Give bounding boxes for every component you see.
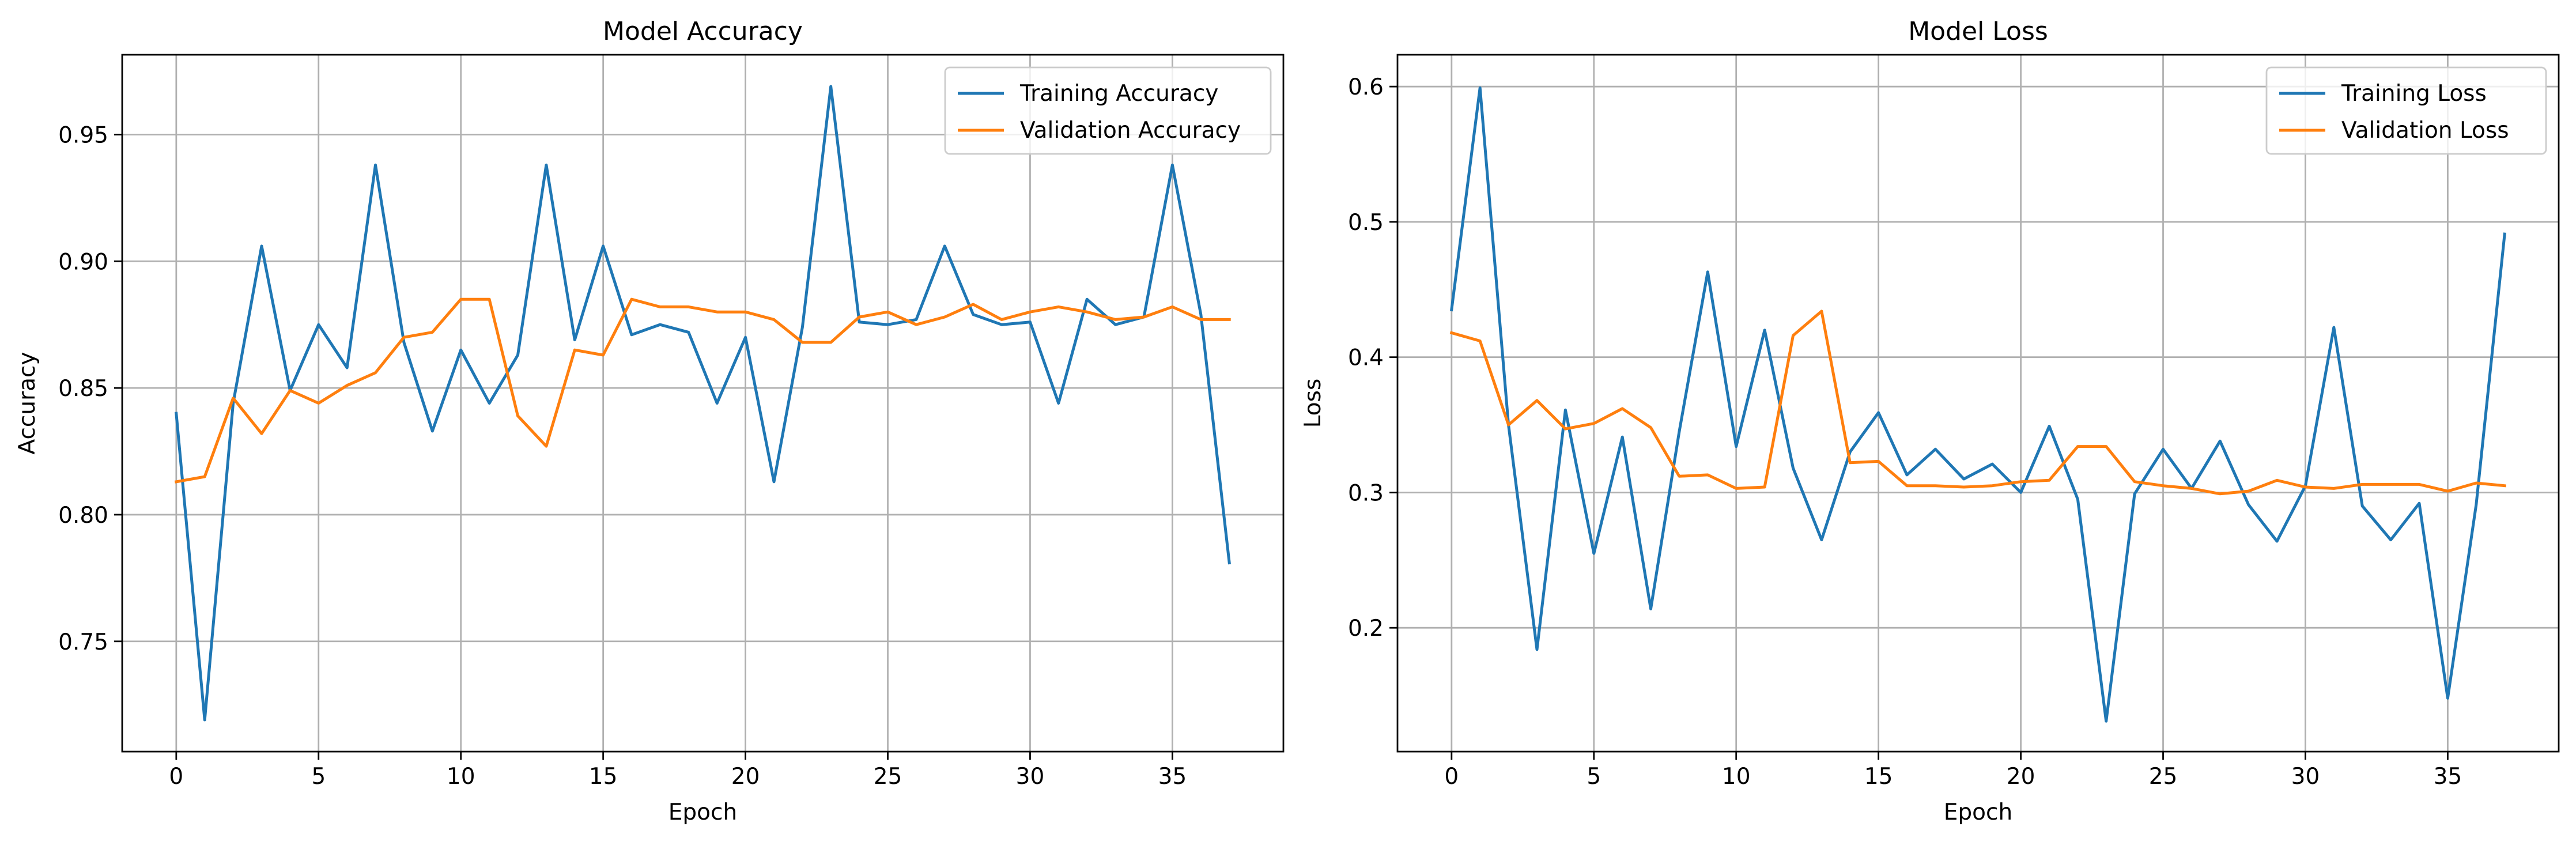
y-tick-label: 0.2 [1348, 616, 1384, 642]
x-tick-label: 10 [1722, 764, 1751, 790]
x-tick-label: 25 [2149, 764, 2178, 790]
x-tick-label: 10 [447, 764, 475, 790]
y-tick-label: 0.4 [1348, 345, 1384, 371]
loss-axes-frame [1396, 54, 2560, 753]
accuracy-legend: Training Accuracy Validation Accuracy [944, 66, 1272, 155]
validation-accuracy-line [174, 297, 1231, 484]
validation-accuracy-legend-label: Validation Accuracy [1020, 118, 1241, 144]
y-tick-label: 0.5 [1348, 210, 1384, 236]
validation-loss-legend-label: Validation Loss [2341, 118, 2509, 144]
y-tick-label: 0.95 [58, 122, 108, 148]
loss-y-axis: 0.2 0.3 0.4 0.5 0.6 [1348, 74, 1397, 642]
loss-chart-title: Model Loss [1908, 17, 2048, 46]
training-loss-line [1450, 86, 2506, 723]
accuracy-chart-title: Model Accuracy [603, 17, 803, 46]
y-tick-label: 0.3 [1348, 480, 1384, 506]
accuracy-y-axis: 0.75 0.80 0.85 0.90 0.95 [58, 122, 122, 655]
x-tick-label: 30 [1016, 764, 1045, 790]
x-tick-label: 15 [589, 764, 618, 790]
loss-chart: 0 5 10 15 20 25 30 35 0.2 0.3 0.4 0.5 0.6 Model Loss E… [1300, 17, 2560, 825]
training-accuracy-line [175, 85, 1231, 722]
y-tick-label: 0.80 [58, 503, 108, 529]
x-tick-label: 35 [1158, 764, 1187, 790]
x-tick-label: 20 [2007, 764, 2035, 790]
accuracy-x-axis: 0 5 10 15 20 25 30 35 [169, 752, 1187, 790]
loss-x-axis-label: Epoch [1944, 799, 2012, 825]
y-tick-label: 0.85 [58, 376, 108, 402]
accuracy-x-axis-label: Epoch [668, 799, 737, 825]
loss-legend-box [2265, 66, 2547, 155]
y-tick-label: 0.6 [1348, 74, 1384, 100]
loss-series [1449, 86, 2506, 723]
accuracy-series [174, 85, 1231, 722]
y-tick-label: 0.75 [58, 629, 108, 655]
accuracy-chart: 0 5 10 15 20 25 30 35 0.75 0.80 0.85 0.90 0.95 Model … [14, 17, 1285, 825]
x-tick-label: 5 [1587, 764, 1601, 790]
x-tick-label: 20 [731, 764, 760, 790]
x-tick-label: 15 [1864, 764, 1893, 790]
loss-x-axis: 0 5 10 15 20 25 30 35 [1444, 752, 2462, 790]
training-accuracy-legend-label: Training Accuracy [1019, 81, 1218, 107]
x-tick-label: 5 [311, 764, 326, 790]
x-tick-label: 0 [169, 764, 183, 790]
x-tick-label: 25 [874, 764, 902, 790]
y-tick-label: 0.90 [58, 249, 108, 275]
accuracy-legend-box [944, 66, 1272, 155]
loss-legend: Training Loss Validation Loss [2265, 66, 2547, 155]
x-tick-label: 35 [2434, 764, 2462, 790]
x-tick-label: 0 [1444, 764, 1459, 790]
accuracy-axes-frame [121, 54, 1285, 753]
loss-y-axis-label: Loss [1300, 379, 1326, 428]
training-loss-legend-label: Training Loss [2341, 81, 2487, 107]
x-tick-label: 30 [2291, 764, 2320, 790]
loss-grid [1397, 55, 2559, 752]
validation-loss-line [1449, 310, 2506, 496]
accuracy-y-axis-label: Accuracy [14, 352, 40, 454]
